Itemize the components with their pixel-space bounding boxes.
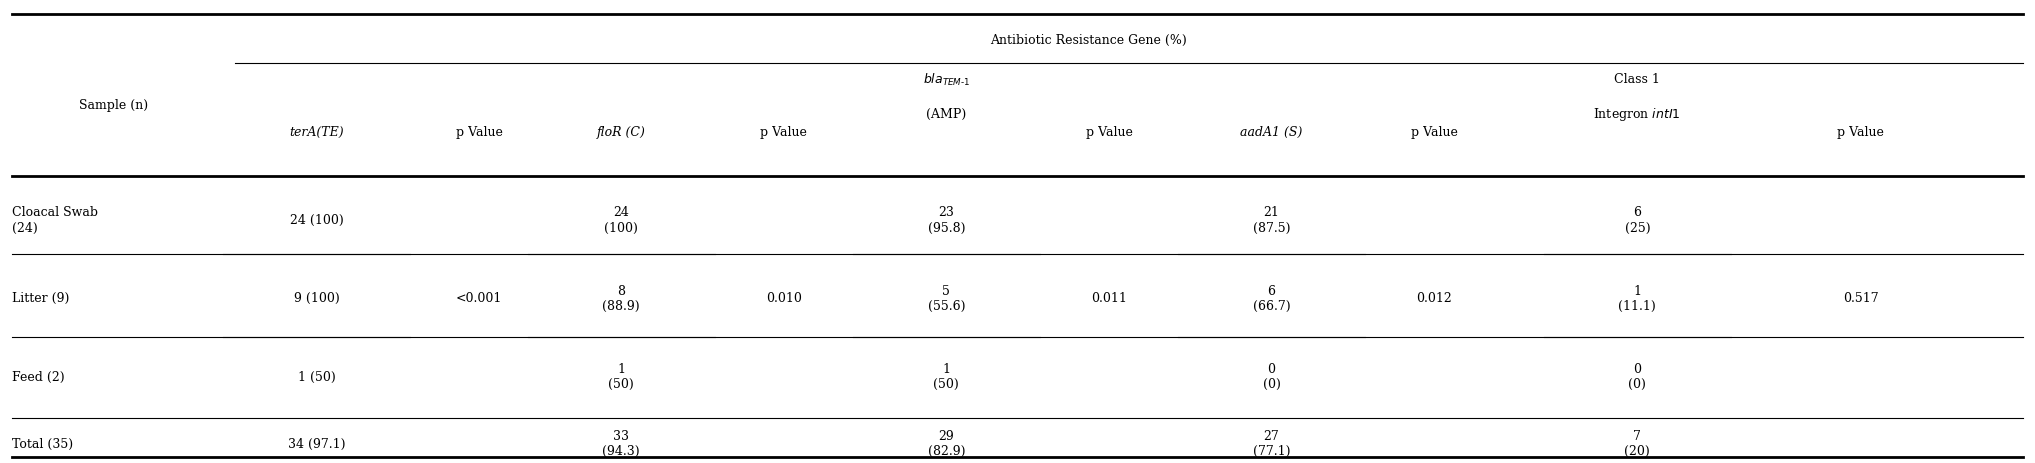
Text: 23
(95.8): 23 (95.8) bbox=[928, 206, 965, 234]
Text: Antibiotic Resistance Gene (%): Antibiotic Resistance Gene (%) bbox=[991, 34, 1186, 47]
Text: 34 (97.1): 34 (97.1) bbox=[287, 437, 346, 450]
Text: 33
(94.3): 33 (94.3) bbox=[602, 429, 641, 457]
Text: Total (35): Total (35) bbox=[12, 437, 73, 450]
Text: 8
(88.9): 8 (88.9) bbox=[602, 284, 641, 312]
Text: p Value: p Value bbox=[456, 126, 503, 139]
Text: Cloacal Swab
(24): Cloacal Swab (24) bbox=[12, 206, 98, 234]
Text: 7
(20): 7 (20) bbox=[1624, 429, 1650, 457]
Text: aadA1 (S): aadA1 (S) bbox=[1241, 126, 1302, 139]
Text: 0.012: 0.012 bbox=[1416, 292, 1453, 305]
Text: 1
(50): 1 (50) bbox=[608, 363, 635, 390]
Text: (AMP): (AMP) bbox=[926, 108, 967, 121]
Text: 0
(0): 0 (0) bbox=[1262, 363, 1280, 390]
Text: 24 (100): 24 (100) bbox=[289, 213, 344, 226]
Text: Class 1: Class 1 bbox=[1614, 73, 1661, 86]
Text: 5
(55.6): 5 (55.6) bbox=[928, 284, 965, 312]
Text: Litter (9): Litter (9) bbox=[12, 292, 69, 305]
Text: 24
(100): 24 (100) bbox=[604, 206, 639, 234]
Text: 0.517: 0.517 bbox=[1844, 292, 1878, 305]
Text: 6
(66.7): 6 (66.7) bbox=[1254, 284, 1290, 312]
Text: 0
(0): 0 (0) bbox=[1628, 363, 1646, 390]
Text: $bla_{\mathit{TEM\text{-}1}}$: $bla_{\mathit{TEM\text{-}1}}$ bbox=[922, 72, 971, 88]
Text: <0.001: <0.001 bbox=[456, 292, 503, 305]
Text: p Value: p Value bbox=[1838, 126, 1884, 139]
Text: Integron $\mathit{intI1}$: Integron $\mathit{intI1}$ bbox=[1593, 106, 1681, 123]
Text: floR (C): floR (C) bbox=[596, 126, 645, 139]
Text: 1
(11.1): 1 (11.1) bbox=[1618, 284, 1656, 312]
Text: p Value: p Value bbox=[1410, 126, 1457, 139]
Text: 21
(87.5): 21 (87.5) bbox=[1254, 206, 1290, 234]
Text: 0.011: 0.011 bbox=[1091, 292, 1127, 305]
Text: 1
(50): 1 (50) bbox=[934, 363, 958, 390]
Text: 9 (100): 9 (100) bbox=[293, 292, 340, 305]
Text: 29
(82.9): 29 (82.9) bbox=[928, 429, 965, 457]
Text: 27
(77.1): 27 (77.1) bbox=[1254, 429, 1290, 457]
Text: Feed (2): Feed (2) bbox=[12, 370, 65, 383]
Text: 0.010: 0.010 bbox=[765, 292, 802, 305]
Text: 1 (50): 1 (50) bbox=[297, 370, 336, 383]
Text: terA(TE): terA(TE) bbox=[289, 126, 344, 139]
Text: p Value: p Value bbox=[1085, 126, 1131, 139]
Text: Sample (n): Sample (n) bbox=[79, 99, 149, 112]
Text: 6
(25): 6 (25) bbox=[1624, 206, 1650, 234]
Text: p Value: p Value bbox=[761, 126, 808, 139]
